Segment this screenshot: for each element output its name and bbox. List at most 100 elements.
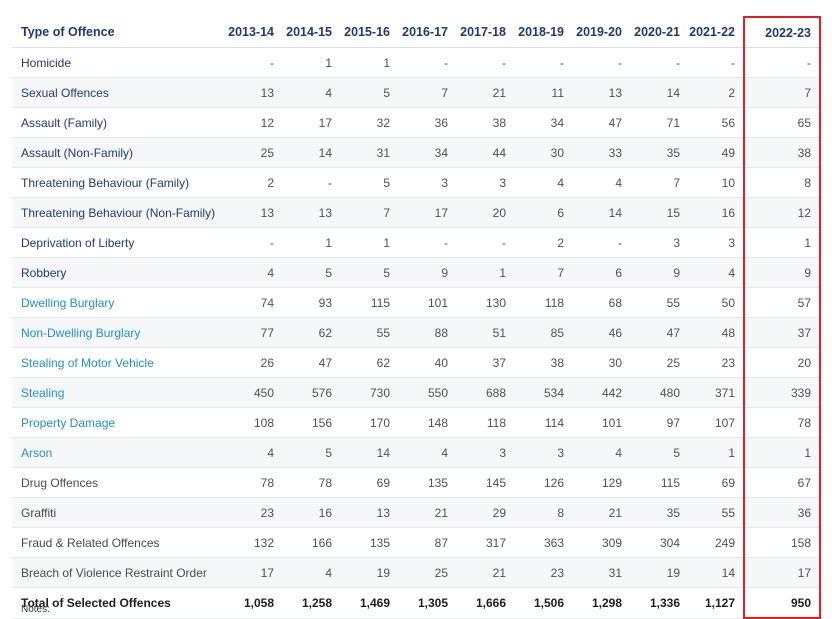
notes-label: Notes:: [21, 604, 50, 615]
cell-value: -: [282, 167, 340, 198]
table-row: Robbery 4 5 5 9 1 7 6 9 4 9: [12, 257, 821, 288]
header-year: 2016-17: [398, 17, 456, 48]
cell-value: 25: [398, 557, 456, 588]
table-row: Assault (Non-Family) 25 14 31 34 44 30 33 35 49 38: [12, 137, 821, 168]
cell-value: 17: [282, 107, 340, 138]
cell-value: 4: [226, 437, 282, 468]
cell-value: 158: [743, 527, 821, 558]
cell-value: 7: [743, 77, 821, 108]
cell-value: 14: [630, 77, 688, 108]
cell-value: 1: [743, 227, 821, 258]
cell-value: 62: [340, 347, 398, 378]
cell-value: 17: [226, 557, 282, 588]
cell-value: 15: [630, 197, 688, 228]
header-year: 2018-19: [514, 17, 572, 48]
cell-value: 170: [340, 407, 398, 438]
header-year: 2020-21: [630, 17, 688, 48]
cell-value: 1: [340, 227, 398, 258]
cell-value: 339: [743, 377, 821, 408]
cell-value: 20: [456, 197, 514, 228]
cell-value: 13: [340, 497, 398, 528]
cell-value: 7: [340, 197, 398, 228]
cell-value: 55: [630, 287, 688, 318]
cell-value: 17: [743, 557, 821, 588]
cell-value: 12: [743, 197, 821, 228]
cell-value: 126: [514, 467, 572, 498]
cell-value: 3: [398, 167, 456, 198]
total-label: Total of Selected Offences: [12, 587, 226, 619]
cell-value: 14: [688, 557, 744, 588]
cell-value: 371: [688, 377, 744, 408]
cell-value: 249: [688, 527, 744, 558]
offence-assault-family: Assault (Family): [12, 107, 226, 138]
cell-value: 3: [688, 227, 744, 258]
cell-value: 14: [340, 437, 398, 468]
offence-stealing[interactable]: Stealing: [12, 377, 226, 408]
cell-value: 5: [282, 437, 340, 468]
cell-value: 74: [226, 287, 282, 318]
cell-value: 69: [688, 467, 744, 498]
cell-value: -: [572, 227, 630, 258]
offence-arson[interactable]: Arson: [12, 437, 226, 468]
total-value: 1,298: [572, 587, 630, 619]
offence-non-dwelling-burglary[interactable]: Non-Dwelling Burglary: [12, 317, 226, 348]
cell-value: 68: [572, 287, 630, 318]
cell-value: 7: [514, 257, 572, 288]
cell-value: -: [398, 227, 456, 258]
cell-value: 304: [630, 527, 688, 558]
cell-value: 5: [340, 167, 398, 198]
cell-value: 85: [514, 317, 572, 348]
table-row: Property Damage 108 156 170 148 118 114 101 97 10…: [12, 407, 821, 438]
cell-value: 13: [282, 197, 340, 228]
offence-homicide: Homicide: [12, 47, 226, 78]
offence-breach-of-violence-restraint-order: Breach of Violence Restraint Order: [12, 557, 226, 588]
cell-value: 78: [226, 467, 282, 498]
total-value: 1,469: [340, 587, 398, 619]
table-row: Breach of Violence Restraint Order 17 4 19 2…: [12, 557, 821, 588]
table-row: Threatening Behaviour (Family) 2-5 3 3 4 4 7 10…: [12, 167, 821, 198]
cell-value: 13: [226, 197, 282, 228]
cell-value: 166: [282, 527, 340, 558]
cell-value: 9: [630, 257, 688, 288]
offence-deprivation-of-liberty: Deprivation of Liberty: [12, 227, 226, 258]
cell-value: 87: [398, 527, 456, 558]
cell-value: 1: [688, 437, 744, 468]
cell-value: 3: [456, 437, 514, 468]
offence-property-damage[interactable]: Property Damage: [12, 407, 226, 438]
cell-value: -: [226, 227, 282, 258]
total-value: 1,258: [282, 587, 340, 619]
cell-value: 44: [456, 137, 514, 168]
cell-value: 25: [630, 347, 688, 378]
cell-value: 1: [456, 257, 514, 288]
cell-value: 115: [630, 467, 688, 498]
cell-value: 55: [688, 497, 744, 528]
cell-value: 363: [514, 527, 572, 558]
cell-value: 4: [514, 167, 572, 198]
cell-value: 50: [688, 287, 744, 318]
cell-value: 34: [514, 107, 572, 138]
table-row: Arson 4 5 14 4 3 3 4 5 1 1: [12, 437, 821, 468]
cell-value: 9: [398, 257, 456, 288]
cell-value: 31: [340, 137, 398, 168]
table-row: Assault (Family) 12 17 32 36 38 34 47 71 56 65: [12, 107, 821, 138]
cell-value: 33: [572, 137, 630, 168]
table-row: Homicide -1 1- - - - - - -: [12, 47, 821, 78]
cell-value: 71: [630, 107, 688, 138]
offence-dwelling-burglary[interactable]: Dwelling Burglary: [12, 287, 226, 318]
cell-value: -: [572, 47, 630, 78]
cell-value: 101: [398, 287, 456, 318]
cell-value: 17: [398, 197, 456, 228]
offence-stealing-of-motor-vehicle[interactable]: Stealing of Motor Vehicle: [12, 347, 226, 378]
cell-value: 12: [226, 107, 282, 138]
cell-value: 77: [226, 317, 282, 348]
cell-value: 57: [743, 287, 821, 318]
cell-value: 9: [743, 257, 821, 288]
cell-value: 10: [688, 167, 744, 198]
cell-value: 4: [572, 437, 630, 468]
cell-value: 5: [340, 257, 398, 288]
cell-value: 38: [456, 107, 514, 138]
offence-drug-offences: Drug Offences: [12, 467, 226, 498]
cell-value: -: [456, 227, 514, 258]
cell-value: 88: [398, 317, 456, 348]
cell-value: 21: [572, 497, 630, 528]
